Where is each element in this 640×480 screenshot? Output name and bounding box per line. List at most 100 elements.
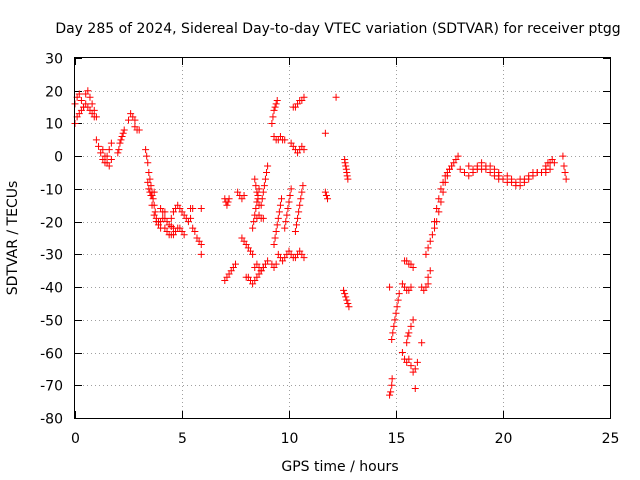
data-point-marker [439,178,447,186]
data-series [253,211,267,222]
data-point-marker [249,250,257,258]
data-point-marker [189,205,197,213]
data-point-marker [281,136,289,144]
data-point-marker [77,97,85,105]
data-point-marker [324,195,332,203]
data-series [197,250,205,258]
data-series [386,283,394,291]
data-point-marker [278,195,286,203]
data-point-marker [559,152,567,160]
data-point-marker [469,165,477,173]
data-point-marker [250,218,258,226]
data-series [332,93,340,101]
data-point-marker [300,93,308,101]
data-point-marker [508,175,516,183]
data-series [161,224,188,239]
data-point-marker [405,355,413,363]
data-point-marker [478,159,486,167]
data-point-marker [259,263,267,271]
data-point-marker [249,224,257,232]
data-series [422,152,462,258]
data-point-marker [529,172,537,180]
data-series [249,257,272,288]
data-point-marker [345,303,353,311]
data-point-marker [144,178,152,186]
data-point-marker [125,116,132,124]
data-point-marker [260,182,268,190]
data-markers [71,87,570,399]
data-point-marker [272,100,280,108]
data-point-marker [291,227,299,235]
data-point-marker [386,283,394,291]
data-point-marker [387,388,395,396]
data-point-marker [426,237,434,245]
data-point-marker [285,198,293,206]
data-series [131,123,143,134]
data-point-marker [286,191,294,199]
data-point-marker [341,159,349,167]
data-point-marker [411,365,419,373]
data-point-marker [272,227,280,235]
data-point-marker [274,214,282,222]
data-point-marker [282,218,290,226]
y-tick-label: -60 [40,347,63,363]
data-point-marker [272,260,280,268]
data-point-marker [520,178,528,186]
data-point-marker [546,165,554,173]
data-series [403,316,417,347]
data-point-marker [252,205,260,213]
data-point-marker [561,169,569,177]
data-point-marker [344,175,352,183]
data-series [431,162,456,226]
data-point-marker [287,185,295,193]
data-point-marker [388,381,396,389]
data-series [221,195,233,209]
data-point-marker [101,152,109,160]
data-point-marker [342,162,350,170]
data-series [251,260,267,275]
data-point-marker [264,162,272,170]
data-series [542,155,558,170]
data-series [270,195,286,249]
data-point-marker [525,175,533,183]
data-series [268,260,280,271]
data-point-marker [145,185,153,193]
y-axis-label: SDTVAR / TECUs [5,181,21,296]
data-point-marker [107,139,115,147]
data-point-marker [271,103,279,111]
data-point-marker [321,129,329,137]
data-point-marker [232,260,239,268]
axis-ticks: 0 5 10 15 20 25 -80 -70 -60 -50 -40 -30 -20 -10 0 10 20 3… [40,52,619,448]
data-point-marker [115,146,123,154]
data-point-marker [269,113,277,121]
data-point-marker [295,208,303,216]
data-point-marker [424,280,432,288]
data-point-marker [255,201,263,209]
data-series [189,224,205,249]
data-point-marker [542,169,550,177]
data-point-marker [240,191,248,199]
data-point-marker [388,375,396,383]
data-point-marker [426,267,434,275]
data-point-marker [197,205,205,213]
data-point-marker [283,211,291,219]
data-point-marker [296,201,304,209]
data-point-marker [120,126,128,134]
data-series [114,126,128,157]
data-point-marker [298,188,306,196]
data-point-marker [392,309,400,317]
data-point-marker [135,126,143,134]
x-axis-label: GPS time / hours [281,459,398,475]
data-point-marker [424,244,432,252]
data-point-marker [251,175,259,183]
x-tick-label: 15 [388,431,406,447]
data-point-marker [191,227,199,235]
data-series [281,185,295,232]
data-series [274,250,291,265]
data-point-marker [344,299,352,307]
data-series [285,247,308,262]
data-point-marker [259,214,267,222]
data-point-marker [197,241,205,249]
data-point-marker [418,339,426,347]
